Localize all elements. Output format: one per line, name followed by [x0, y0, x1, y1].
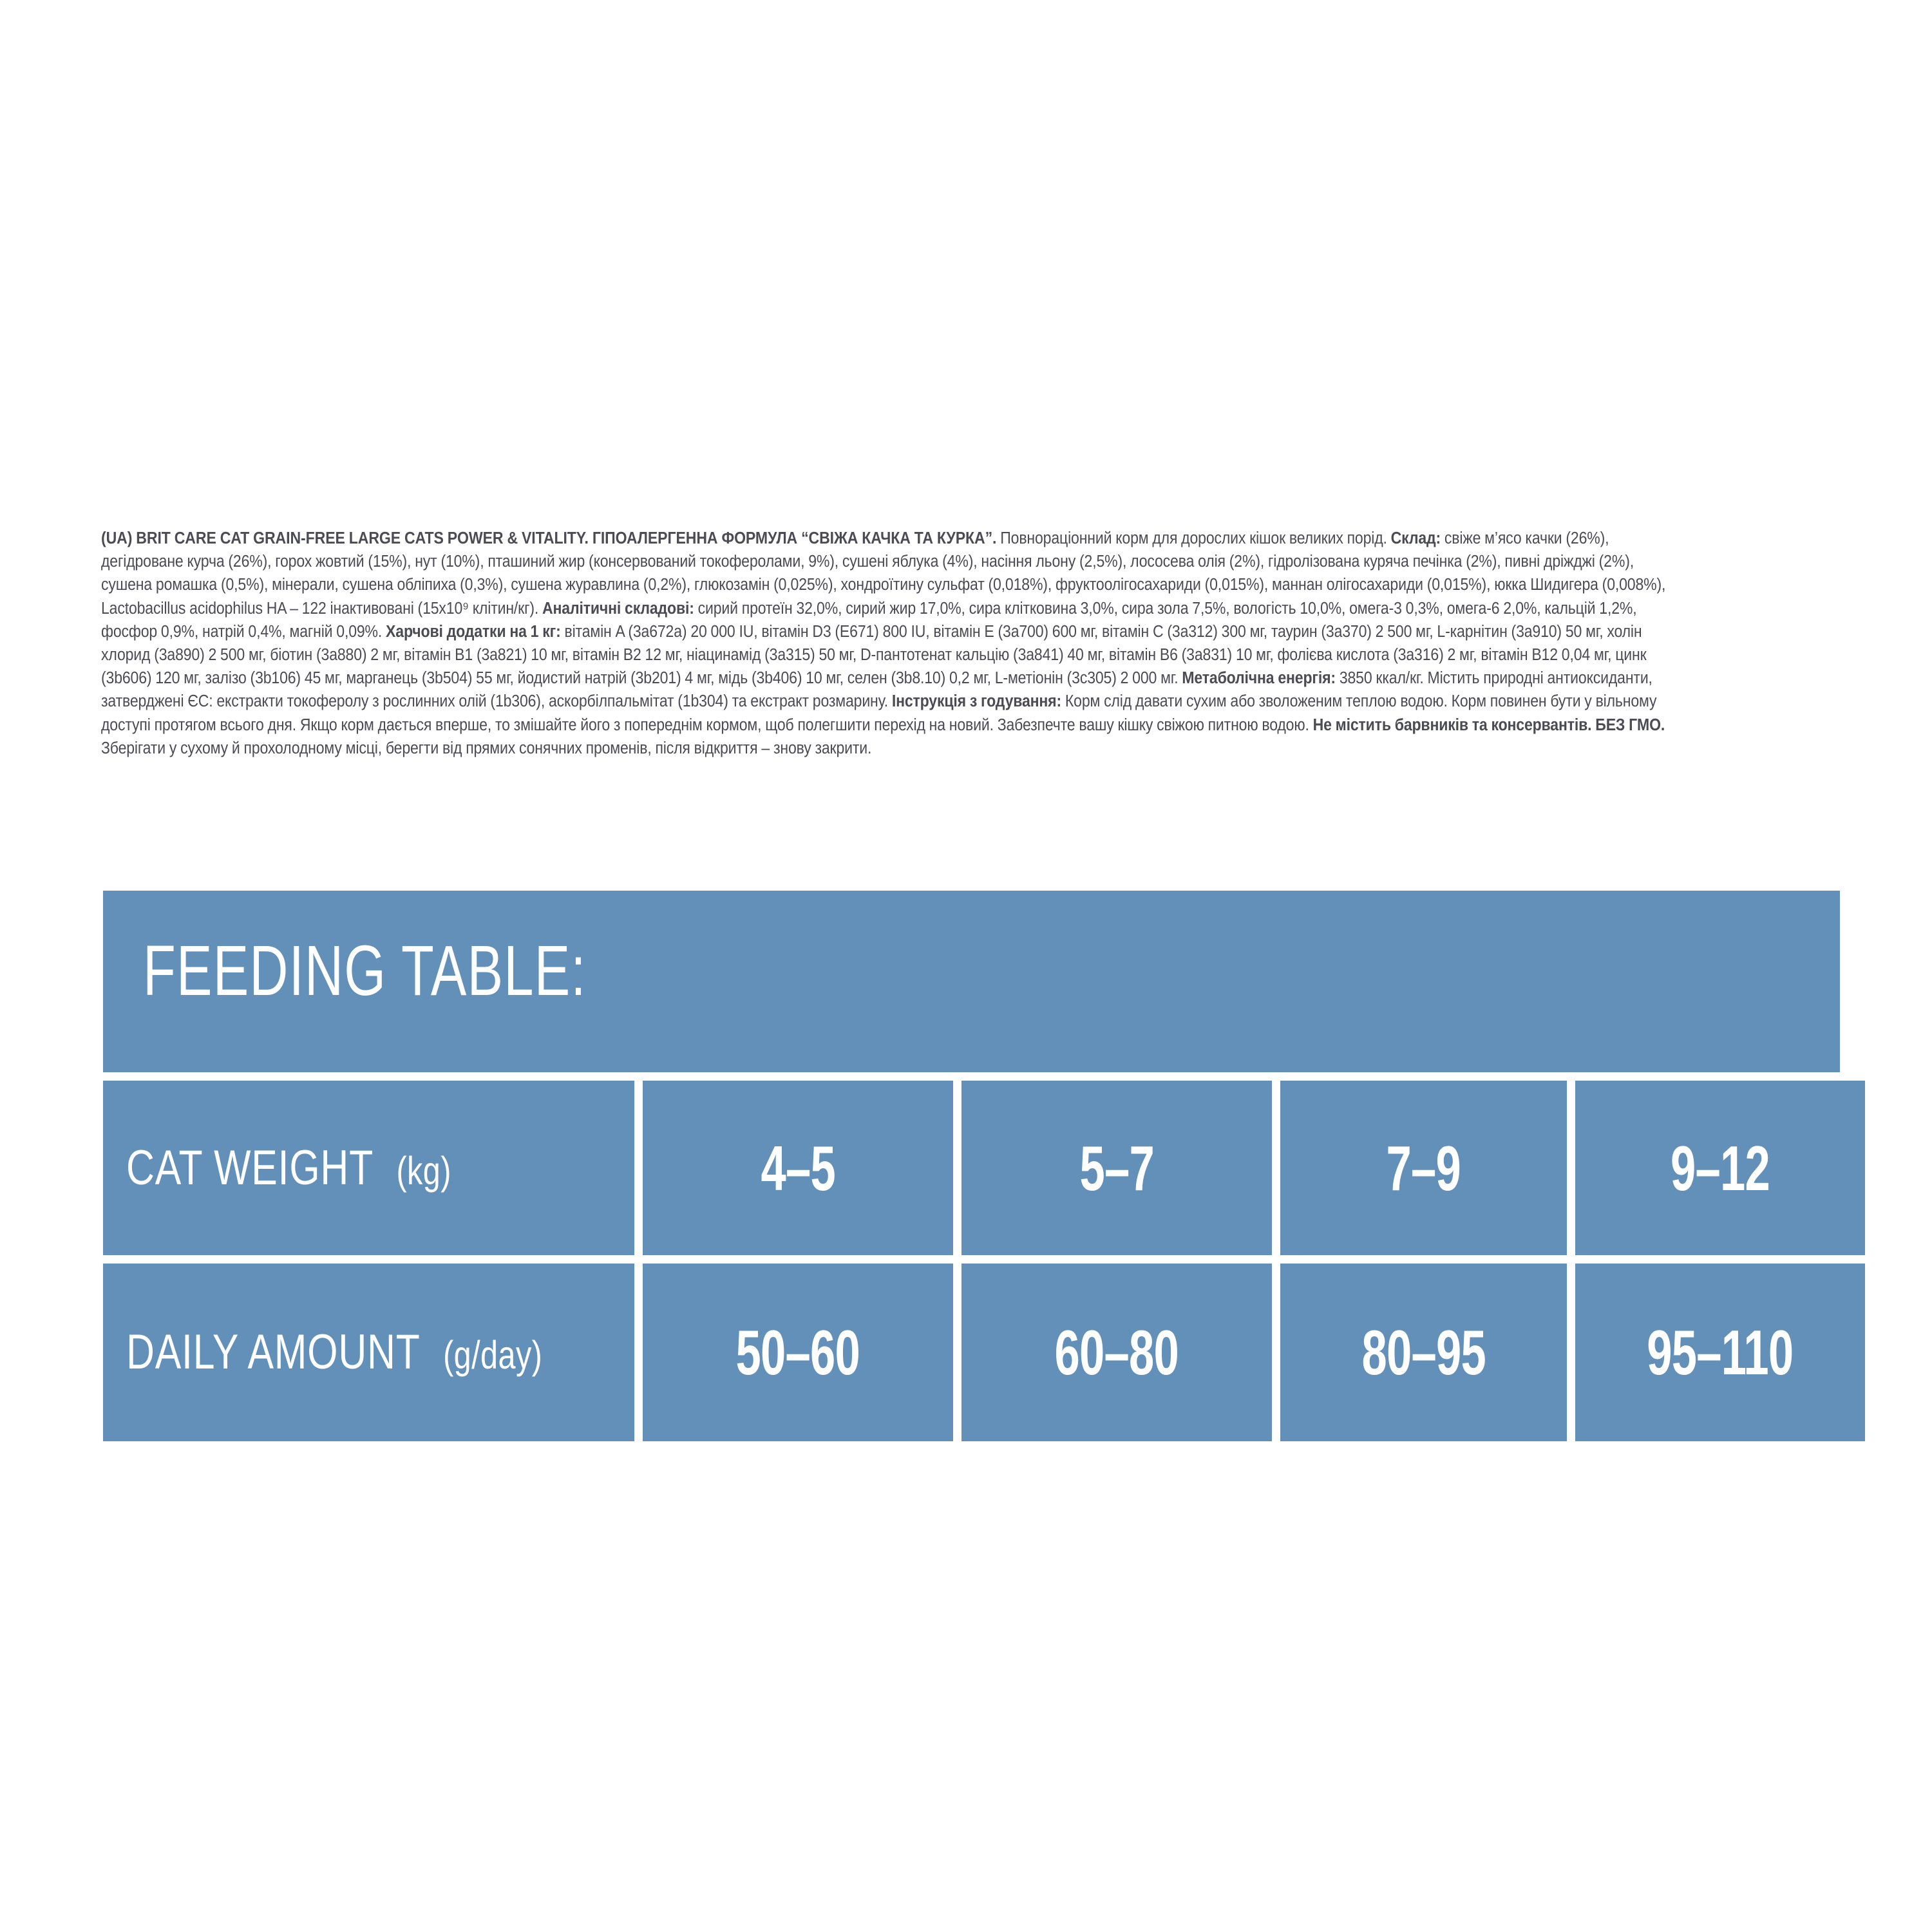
label-feeding-instructions-text: Корм слід давати сухим або зволоженим те… — [101, 692, 1657, 734]
daily-amount-label: DAILY AMOUNT (g/day) — [126, 1327, 542, 1378]
table-cell-amount-3: 80–95 — [1280, 1264, 1567, 1441]
table-cell-amount-2: 60–80 — [961, 1264, 1272, 1441]
label-heading: (UA) BRIT CARE CAT GRAIN-FREE LARGE CATS… — [101, 529, 997, 547]
label-additives-text: вітамін A (3a672a) 20 000 IU, вітамін D3… — [101, 622, 1647, 688]
amount-value-4: 95–110 — [1647, 1317, 1794, 1388]
label-energy-heading: Метаболічна енергія: — [1182, 669, 1336, 688]
label-analytical-heading: Аналітичні складові: — [542, 599, 694, 618]
daily-amount-label-unit: (g/day) — [443, 1333, 543, 1378]
label-analytical-text: сирий протеїн 32,0%, сирий жир 17,0%, си… — [101, 599, 1637, 641]
amount-value-2: 60–80 — [1054, 1317, 1179, 1388]
table-cell-weight-3: 7–9 — [1280, 1081, 1567, 1255]
label-composition-text: свіже м’ясо качки (26%), дегідроване кур… — [101, 529, 1666, 618]
feeding-table-title-band: FEEDING TABLE: — [103, 891, 1840, 1072]
label-additives-heading: Харчові додатки на 1 кг: — [386, 622, 561, 641]
label-intro: Повнораціонний корм для дорослих кішок в… — [996, 529, 1391, 547]
feeding-table: FEEDING TABLE: CAT WEIGHT (kg) 4–5 5–7 7… — [103, 891, 1865, 1441]
feeding-table-title: FEEDING TABLE: — [143, 931, 587, 1011]
cat-weight-label: CAT WEIGHT (kg) — [126, 1142, 451, 1194]
amount-value-3: 80–95 — [1361, 1317, 1486, 1388]
weight-value-1: 4–5 — [761, 1132, 835, 1204]
label-energy-text: 3850 ккал/кг. Містить природні антиоксид… — [101, 669, 1653, 711]
feeding-table-grid: CAT WEIGHT (kg) 4–5 5–7 7–9 9–12 DAILY A… — [103, 1081, 1865, 1441]
amount-value-1: 50–60 — [735, 1317, 860, 1388]
weight-value-3: 7–9 — [1386, 1132, 1461, 1204]
label-composition-heading: Склад: — [1390, 529, 1441, 547]
table-cell-weight-4: 9–12 — [1575, 1081, 1865, 1255]
table-row-header-daily-amount: DAILY AMOUNT (g/day) — [103, 1264, 634, 1441]
table-row-header-cat-weight: CAT WEIGHT (kg) — [103, 1081, 634, 1255]
table-cell-amount-1: 50–60 — [643, 1264, 953, 1441]
cat-weight-label-unit: (kg) — [396, 1148, 451, 1193]
label-feeding-instructions-heading: Інструкція з годування: — [891, 692, 1062, 711]
weight-value-2: 5–7 — [1079, 1132, 1154, 1204]
product-label-text: (UA) BRIT CARE CAT GRAIN-FREE LARGE CATS… — [101, 527, 1675, 760]
table-cell-amount-4: 95–110 — [1575, 1264, 1865, 1441]
label-storage-text: Зберігати у сухому й прохолодному місці,… — [101, 739, 872, 757]
table-cell-weight-1: 4–5 — [643, 1081, 953, 1255]
daily-amount-label-main: DAILY AMOUNT — [126, 1325, 421, 1380]
cat-weight-label-main: CAT WEIGHT — [126, 1140, 374, 1195]
label-no-colourants-statement: Не містить барвників та консервантів. БЕ… — [1312, 715, 1665, 734]
weight-value-4: 9–12 — [1670, 1132, 1770, 1204]
table-cell-weight-2: 5–7 — [961, 1081, 1272, 1255]
